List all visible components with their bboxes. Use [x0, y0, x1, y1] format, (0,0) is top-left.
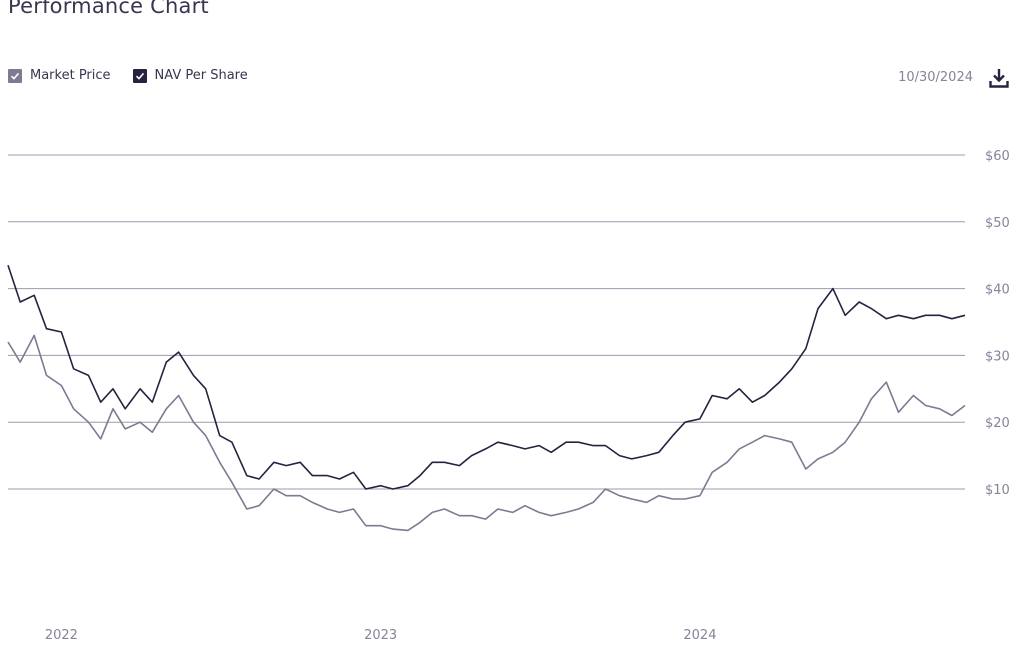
grid-layer	[8, 154, 965, 490]
legend-item-market-price[interactable]: Market Price	[8, 68, 111, 83]
y-tick-label: $50	[985, 216, 1010, 231]
y-tick-label: $40	[985, 283, 1010, 298]
y-tick-label: $10	[985, 483, 1010, 498]
y-tick-label: $20	[985, 416, 1010, 431]
x-tick-label: 2024	[683, 628, 716, 643]
x-tick-label: 2022	[45, 628, 78, 643]
series-layer	[7, 264, 966, 532]
chart-legend: Market Price NAV Per Share	[8, 68, 248, 83]
nav-per-share-checkbox[interactable]	[132, 68, 147, 83]
download-button[interactable]	[988, 67, 1010, 89]
y-tick-label: $60	[985, 149, 1010, 164]
y-tick-label: $30	[985, 349, 1010, 364]
market-price-checkbox[interactable]	[8, 68, 22, 83]
legend-label: Market Price	[30, 68, 111, 83]
download-icon	[989, 69, 1009, 88]
legend-item-nav-per-share[interactable]: NAV Per Share	[132, 68, 248, 83]
axis-layer: $10 $20 $30 $40 $50 $60 2022 2023 2024	[45, 149, 1010, 643]
series-line-nav-per-share	[7, 264, 966, 490]
page-title: Performance Chart	[8, 0, 209, 18]
legend-label: NAV Per Share	[154, 68, 248, 83]
check-icon	[135, 72, 144, 80]
check-icon	[10, 72, 20, 80]
as-of-date: 10/30/2024	[898, 70, 973, 85]
series-line-market-price	[7, 334, 966, 532]
x-tick-label: 2023	[364, 628, 397, 643]
